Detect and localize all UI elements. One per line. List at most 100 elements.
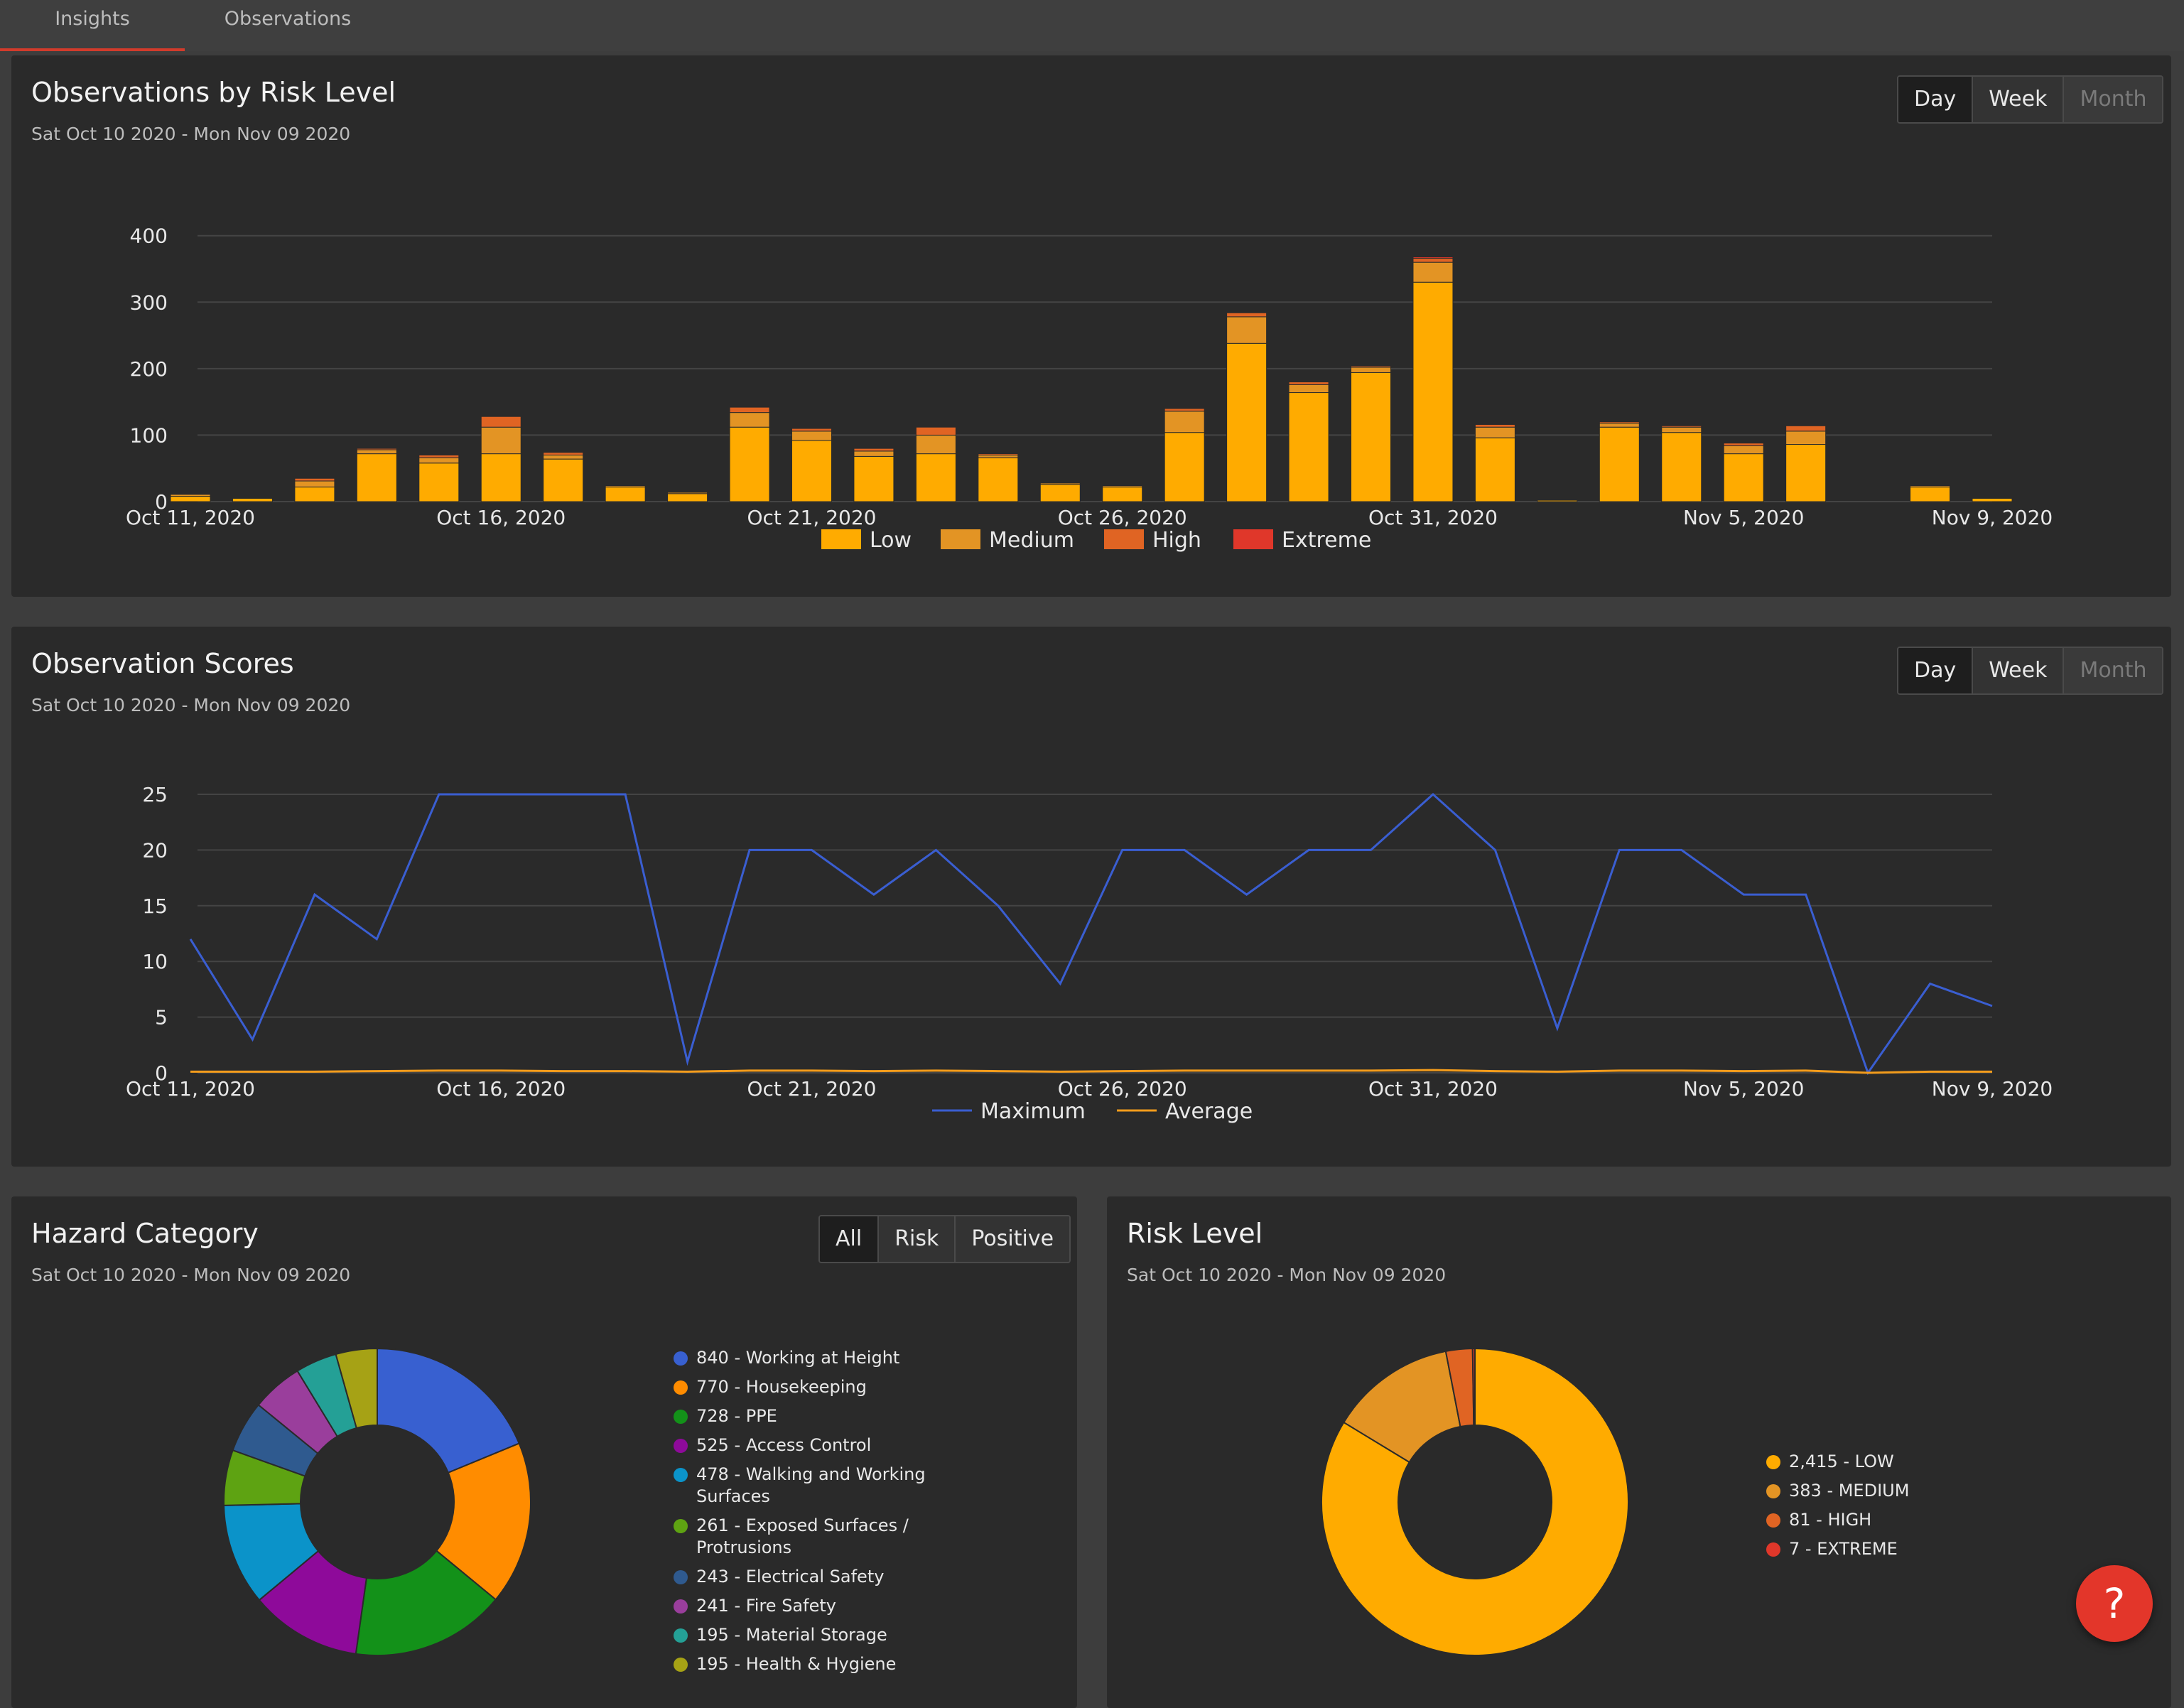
month-button[interactable]: Month	[2064, 648, 2163, 693]
legend-item[interactable]: 195 - Health & Hygiene	[674, 1653, 986, 1675]
positive-button[interactable]: Positive	[956, 1216, 1070, 1262]
card-title: Risk Level	[1127, 1218, 1263, 1249]
y-tick-label: 10	[142, 950, 168, 973]
card-date-range: Sat Oct 10 2020 - Mon Nov 09 2020	[31, 124, 351, 144]
y-tick-label: 100	[130, 423, 168, 447]
legend-item[interactable]: 243 - Electrical Safety	[674, 1566, 986, 1588]
bar-segment	[729, 426, 770, 502]
period-toggle: Day Week Month	[1897, 647, 2164, 695]
help-button[interactable]: ?	[2076, 1565, 2153, 1642]
card-title: Hazard Category	[31, 1218, 259, 1249]
week-button[interactable]: Week	[1973, 77, 2065, 122]
legend-label: High	[1152, 528, 1201, 553]
legend-label: Maximum	[980, 1099, 1086, 1124]
day-button[interactable]: Day	[1898, 77, 1974, 122]
bar-segment	[667, 493, 708, 502]
x-tick-label: Oct 16, 2020	[436, 506, 566, 529]
bar-segment	[605, 486, 646, 502]
bar-segment	[1599, 426, 1640, 502]
bar-segment	[1661, 426, 1702, 433]
bar-segment	[915, 434, 956, 455]
tab-bar: Insights Observations	[0, 0, 2184, 51]
legend-label: 261 - Exposed Surfaces / Protrusions	[696, 1515, 909, 1557]
legend-swatch	[1233, 529, 1273, 549]
tab-observations[interactable]: Observations	[224, 8, 352, 30]
bar-segment	[294, 477, 335, 482]
risk-button[interactable]: Risk	[879, 1216, 956, 1262]
legend-item[interactable]: 770 - Housekeeping	[674, 1376, 986, 1398]
legend-item[interactable]: 728 - PPE	[674, 1405, 986, 1427]
legend-label: 241 - Fire Safety	[696, 1596, 836, 1616]
legend-swatch	[674, 1658, 688, 1672]
donut-slice	[335, 1347, 378, 1429]
legend-item[interactable]: 81 - HIGH	[1766, 1509, 1979, 1531]
bar-segment	[1599, 421, 1640, 424]
y-tick-label: 400	[130, 225, 168, 248]
x-tick-label: Oct 26, 2020	[1058, 506, 1187, 529]
legend-swatch	[941, 529, 980, 549]
bar-segment	[356, 449, 397, 455]
all-button[interactable]: All	[820, 1216, 880, 1262]
bar-segment	[1351, 365, 1392, 368]
x-tick-label: Nov 5, 2020	[1683, 1077, 1804, 1101]
month-button[interactable]: Month	[2064, 77, 2163, 122]
bar-segment	[356, 448, 397, 450]
legend-item[interactable]: 383 - MEDIUM	[1766, 1480, 1979, 1502]
tab-insights[interactable]: Insights	[0, 0, 185, 51]
legend-item[interactable]: 241 - Fire Safety	[674, 1595, 986, 1617]
bar-segment	[1785, 425, 1827, 432]
donut-slice	[435, 1442, 531, 1601]
bar-segment	[1599, 423, 1640, 428]
card-title: Observations by Risk Level	[31, 77, 396, 108]
bar-segment	[1039, 482, 1081, 484]
legend-label: 2,415 - LOW	[1789, 1452, 1894, 1471]
legend-label: 525 - Access Control	[696, 1435, 872, 1455]
bar-segment	[1164, 408, 1205, 412]
bar-segment	[1226, 316, 1267, 344]
legend-item[interactable]: 195 - Material Storage	[674, 1624, 986, 1646]
x-tick-label: Oct 11, 2020	[126, 1077, 255, 1101]
category-filter: All Risk Positive	[818, 1215, 1071, 1263]
bar-segment	[791, 428, 832, 432]
bar-segment	[853, 455, 894, 502]
donut-slice	[1321, 1347, 1629, 1656]
scores-card: Observation Scores Sat Oct 10 2020 - Mon…	[11, 627, 2171, 1167]
legend-label: 81 - HIGH	[1789, 1510, 1872, 1530]
bar-segment	[543, 452, 584, 455]
x-tick-label: Oct 31, 2020	[1368, 506, 1498, 529]
legend-label: 770 - Housekeeping	[696, 1377, 867, 1397]
bar-segment	[1910, 485, 1951, 487]
bar-segment	[1661, 425, 1702, 428]
y-tick-label: 300	[130, 291, 168, 314]
bar-segment	[1785, 444, 1827, 502]
card-date-range: Sat Oct 10 2020 - Mon Nov 09 2020	[31, 1265, 351, 1285]
x-tick-label: Oct 21, 2020	[747, 506, 876, 529]
legend-item[interactable]: 525 - Access Control	[674, 1434, 986, 1456]
legend-item[interactable]: 261 - Exposed Surfaces / Protrusions	[674, 1515, 986, 1559]
bar-segment	[791, 440, 832, 502]
risk-level-donut-chart	[1321, 1347, 1629, 1656]
legend-item[interactable]: 478 - Walking and Working Surfaces	[674, 1464, 986, 1508]
bar-segment	[1412, 258, 1454, 263]
x-tick-label: Oct 11, 2020	[126, 506, 255, 529]
legend-label: 243 - Electrical Safety	[696, 1567, 885, 1587]
bar-segment	[1972, 497, 2013, 499]
week-button[interactable]: Week	[1973, 648, 2065, 693]
x-tick-label: Oct 21, 2020	[747, 1077, 876, 1101]
risk-level-card: Risk Level Sat Oct 10 2020 - Mon Nov 09 …	[1107, 1196, 2171, 1708]
bar-segment	[1474, 437, 1515, 502]
legend-item[interactable]: 2,415 - LOW	[1766, 1451, 1979, 1473]
legend-item[interactable]: 840 - Working at Height	[674, 1347, 986, 1369]
bar-segment	[480, 426, 521, 455]
day-button[interactable]: Day	[1898, 648, 1974, 693]
bar-segment	[729, 406, 770, 414]
legend-label: 7 - EXTREME	[1789, 1539, 1898, 1559]
legend-label: 195 - Material Storage	[696, 1625, 887, 1645]
bar-segment	[1351, 367, 1392, 373]
legend-swatch	[674, 1519, 688, 1533]
bar-segment	[1723, 443, 1764, 446]
bar-segment	[1412, 256, 1454, 259]
risk-bar-chart: 0 100 200 300 400 Oct 11, 2020 Oct 16, 2020 Oct…	[126, 225, 2053, 553]
bar-segment	[1351, 372, 1392, 502]
legend-item[interactable]: 7 - EXTREME	[1766, 1538, 1979, 1560]
